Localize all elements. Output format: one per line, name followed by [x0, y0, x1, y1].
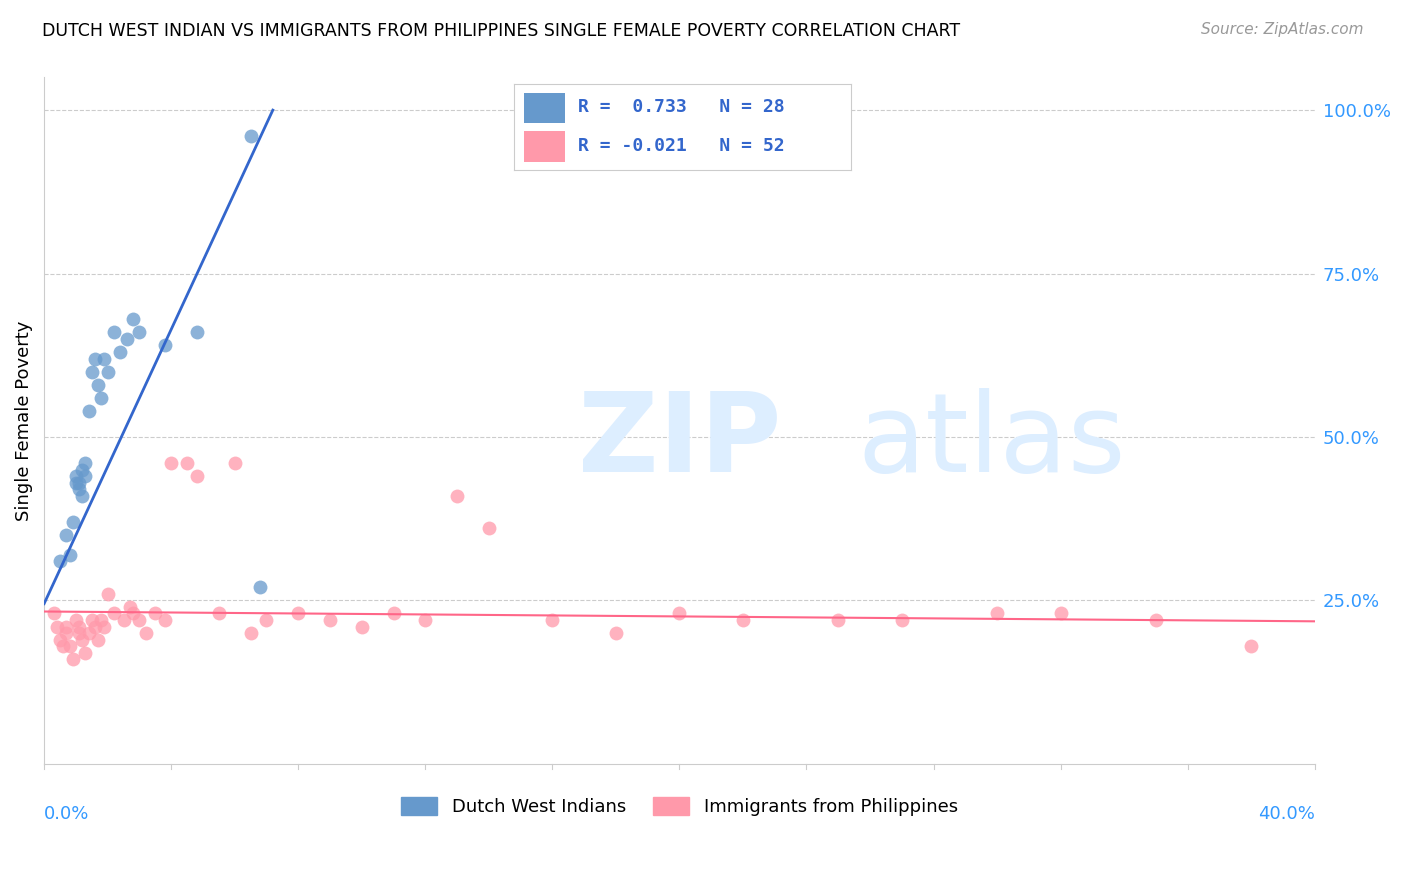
- Point: [97, 587, 120, 601]
- Point: [160, 456, 183, 470]
- Point: [52, 639, 75, 653]
- Point: [239, 626, 262, 640]
- Point: [986, 607, 1008, 621]
- Point: [115, 332, 138, 346]
- Point: [668, 607, 690, 621]
- Point: [1240, 639, 1263, 653]
- Point: [55, 528, 77, 542]
- Point: [65, 469, 87, 483]
- Point: [55, 626, 77, 640]
- Point: [208, 607, 231, 621]
- Point: [77, 626, 100, 640]
- Point: [382, 607, 405, 621]
- Point: [122, 607, 145, 621]
- Point: [70, 632, 93, 647]
- Point: [62, 515, 84, 529]
- Point: [256, 613, 278, 627]
- Point: [605, 626, 627, 640]
- Point: [84, 351, 107, 366]
- Point: [80, 613, 103, 627]
- Y-axis label: Single Female Poverty: Single Female Poverty: [15, 320, 32, 521]
- Point: [143, 607, 166, 621]
- Point: [413, 613, 436, 627]
- Text: DUTCH WEST INDIAN VS IMMIGRANTS FROM PHILIPPINES SINGLE FEMALE POVERTY CORRELATI: DUTCH WEST INDIAN VS IMMIGRANTS FROM PHI…: [42, 22, 960, 40]
- Point: [80, 365, 103, 379]
- Point: [135, 626, 157, 640]
- Point: [128, 613, 150, 627]
- Point: [67, 626, 90, 640]
- Point: [287, 607, 309, 621]
- Point: [84, 619, 107, 633]
- Point: [49, 554, 72, 568]
- Point: [67, 475, 90, 490]
- Point: [90, 613, 112, 627]
- Point: [62, 652, 84, 666]
- Point: [112, 613, 135, 627]
- Point: [128, 326, 150, 340]
- Point: [153, 613, 176, 627]
- Point: [350, 619, 373, 633]
- Point: [90, 391, 112, 405]
- Point: [75, 469, 97, 483]
- Point: [731, 613, 754, 627]
- Point: [93, 619, 115, 633]
- Point: [224, 456, 246, 470]
- Point: [110, 345, 132, 359]
- Legend: Dutch West Indians, Immigrants from Philippines: Dutch West Indians, Immigrants from Phil…: [394, 789, 965, 823]
- Text: 40.0%: 40.0%: [1258, 805, 1315, 823]
- Text: ZIP: ZIP: [578, 388, 782, 495]
- Point: [541, 613, 564, 627]
- Point: [319, 613, 342, 627]
- Point: [827, 613, 849, 627]
- Point: [75, 456, 97, 470]
- Point: [1049, 607, 1071, 621]
- Point: [77, 404, 100, 418]
- Point: [186, 469, 208, 483]
- Point: [103, 607, 125, 621]
- Point: [87, 632, 110, 647]
- Point: [65, 613, 87, 627]
- Text: atlas: atlas: [858, 388, 1126, 495]
- Point: [1144, 613, 1167, 627]
- Point: [890, 613, 912, 627]
- Point: [65, 475, 87, 490]
- Point: [103, 326, 125, 340]
- Point: [70, 463, 93, 477]
- Point: [93, 351, 115, 366]
- Point: [153, 338, 176, 352]
- Point: [478, 521, 501, 535]
- Point: [75, 646, 97, 660]
- Point: [118, 599, 141, 614]
- Point: [446, 489, 468, 503]
- Point: [58, 639, 80, 653]
- Point: [49, 632, 72, 647]
- Point: [122, 312, 145, 326]
- Point: [67, 619, 90, 633]
- Point: [70, 489, 93, 503]
- Point: [45, 619, 67, 633]
- Point: [87, 377, 110, 392]
- Point: [176, 456, 198, 470]
- Point: [186, 326, 208, 340]
- Point: [239, 129, 262, 144]
- Text: 0.0%: 0.0%: [44, 805, 90, 823]
- Point: [42, 607, 65, 621]
- Point: [249, 580, 271, 594]
- Point: [55, 619, 77, 633]
- Point: [97, 365, 120, 379]
- Point: [67, 483, 90, 497]
- Point: [58, 548, 80, 562]
- Text: Source: ZipAtlas.com: Source: ZipAtlas.com: [1201, 22, 1364, 37]
